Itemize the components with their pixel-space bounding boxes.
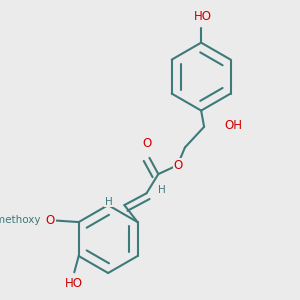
- Text: HO: HO: [65, 277, 83, 290]
- Text: O: O: [173, 159, 183, 172]
- Text: HO: HO: [194, 11, 211, 23]
- Text: H: H: [105, 196, 112, 206]
- Text: O: O: [46, 214, 55, 226]
- Text: methoxy: methoxy: [0, 215, 40, 225]
- Text: O: O: [142, 136, 151, 150]
- Text: OH: OH: [224, 119, 242, 132]
- Text: H: H: [158, 185, 166, 195]
